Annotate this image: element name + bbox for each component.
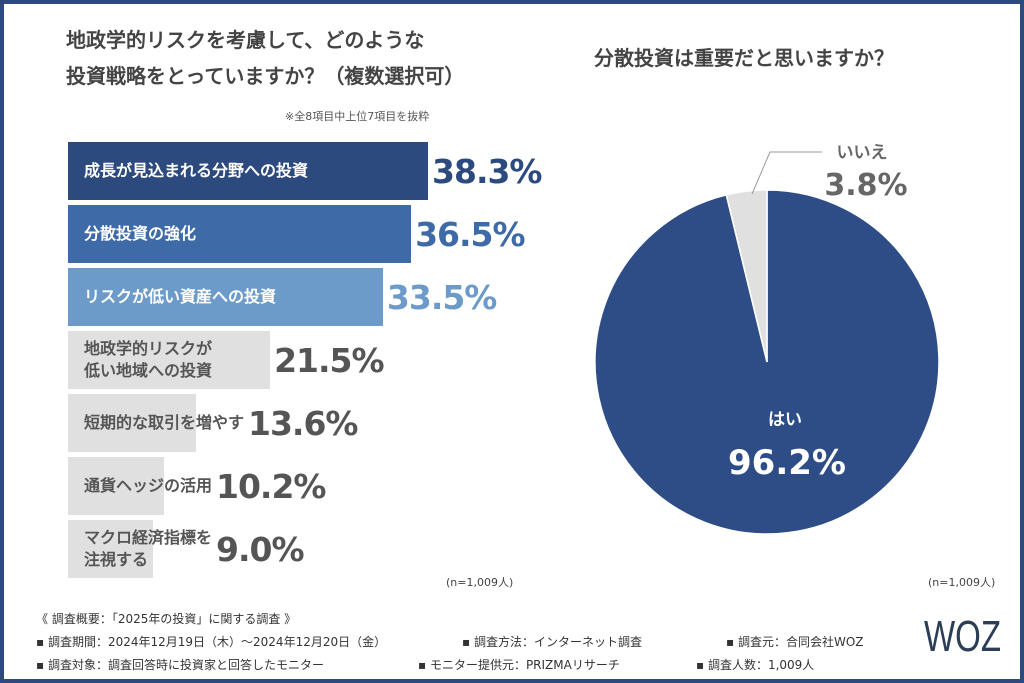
pie-value-no: 3.8%	[824, 168, 907, 203]
survey-panel: ▪ モニター提供元：PRIZMAリサーチ	[418, 658, 620, 672]
bar-value-label: 38.3%	[432, 151, 542, 191]
survey-heading: 《 調査概要：「2025年の投資」に関する調査 》	[36, 612, 297, 626]
bar-label: 短期的な取引を増やす	[84, 394, 244, 452]
bar-label-line: 低い地域への投資	[84, 361, 213, 380]
bar-label: 分散投資の強化	[84, 205, 196, 263]
bar-label-line: 成長が見込まれる分野への投資	[84, 161, 309, 180]
bar-chart-title-line1: 地政学的リスクを考慮して、どのような	[66, 28, 425, 52]
bar-label-line: 地政学的リスクが	[84, 339, 213, 358]
bar-label-line: マクロ経済指標を	[84, 528, 213, 547]
bar-label: マクロ経済指標を 注視する	[84, 520, 212, 578]
bar-chart-title-line2: 投資戦略をとっていますか？（複数選択可）	[66, 64, 465, 88]
pie-label-no: いいえ	[837, 143, 888, 163]
bar-value-label: 33.5%	[386, 277, 497, 317]
bar-label: 成長が見込まれる分野への投資	[84, 142, 308, 200]
bar-label: 通貨ヘッジの活用	[84, 457, 212, 515]
bar-value-label: 13.6%	[248, 403, 358, 443]
pie-chart-title: 分散投資は重要だと思いますか？	[594, 46, 894, 70]
pie-chart-sample-size: (n=1,009人)	[928, 576, 996, 589]
pie-slice	[725, 189, 768, 363]
bar-label-line: 通貨ヘッジの活用	[84, 476, 213, 495]
survey-source: ▪ 調査元：合同会社WOZ	[726, 635, 864, 649]
bar-value-label: 10.2%	[216, 466, 326, 506]
bar-chart-sample-size: (n=1,009人)	[446, 576, 514, 589]
survey-method: ▪ 調査方法：インターネット調査	[462, 635, 642, 649]
bar-label-line: 注視する	[84, 550, 149, 569]
bar	[68, 394, 196, 452]
woz-logo: WOZ	[924, 612, 1001, 661]
bar	[68, 142, 429, 200]
pie-leader-line	[751, 151, 822, 195]
bar	[68, 520, 153, 578]
bar	[68, 268, 383, 326]
bar-label-line: 短期的な取引を増やす	[84, 413, 245, 432]
bar-label: 地政学的リスクが 低い地域への投資	[84, 331, 212, 389]
survey-period: ▪ 調査期間：2024年12月19日（木）～2024年12月20日（金）	[36, 635, 387, 649]
pie-label-yes: はい	[768, 410, 802, 430]
bar-value-label: 21.5%	[274, 340, 384, 380]
survey-count: ▪ 調査人数：1,009人	[696, 658, 815, 672]
bar-chart-note: ※全8項目中上位7項目を抜粋	[285, 110, 430, 123]
bar-label: リスクが低い資産への投資	[84, 268, 276, 326]
bar	[68, 331, 271, 389]
bar-label-line: リスクが低い資産への投資	[84, 287, 277, 306]
bar	[68, 457, 164, 515]
bar-value-label: 36.5%	[415, 214, 525, 254]
bar-value-label: 9.0%	[216, 529, 305, 569]
pie-value-yes: 96.2%	[728, 443, 846, 483]
bar-label-line: 分散投資の強化	[84, 224, 197, 243]
bar	[68, 205, 412, 263]
survey-target: ▪ 調査対象：調査回答時に投資家と回答したモニター	[36, 658, 324, 672]
